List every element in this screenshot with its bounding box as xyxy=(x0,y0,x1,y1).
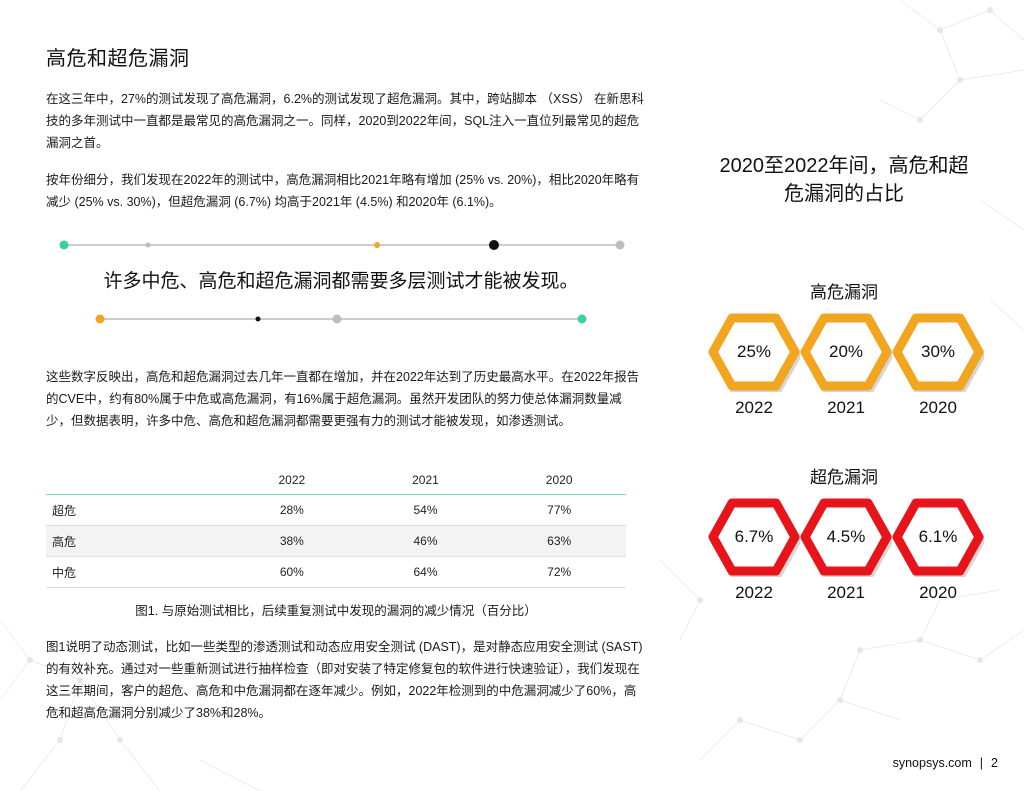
table-row: 高危 38% 46% 63% xyxy=(46,525,626,557)
high-hexagon-badge: 30% xyxy=(892,312,984,392)
critical-hexagon-badge: 4.5% xyxy=(800,497,892,577)
critical-severity-hexagons: 6.7% 2022 4.5% 2021 6.1% 2020 xyxy=(700,497,988,607)
table-cell: 46% xyxy=(413,534,438,548)
sidebar-title: 2020至2022年间，高危和超 危漏洞的占比 xyxy=(696,152,992,208)
page-footer: synopsys.com | 2 xyxy=(893,756,998,770)
high-hexagon-badge: 25% xyxy=(708,312,800,392)
high-severity-label: 高危漏洞 xyxy=(810,283,878,302)
table-cell: 54% xyxy=(413,503,438,517)
critical-hexagon-badge: 6.7% xyxy=(708,497,800,577)
hexagon-outline xyxy=(800,313,892,391)
hexagon-year-label: 2021 xyxy=(827,583,865,602)
table-header-cell xyxy=(46,466,225,495)
row-label: 高危 xyxy=(52,534,77,549)
sidebar-title-line: 危漏洞的占比 xyxy=(784,183,904,205)
page-number: 2 xyxy=(991,756,998,770)
hexagon-shape xyxy=(708,313,800,392)
high-severity-hexagons: 25% 2022 20% 2021 30% 2020 xyxy=(700,312,988,422)
table-cell: 28% xyxy=(279,503,304,517)
hexagon-shape xyxy=(800,313,892,392)
callout-divider-top xyxy=(59,240,625,250)
table-cell: 72% xyxy=(547,565,572,579)
hexagon-outline xyxy=(708,313,800,391)
hexagon-year-label: 2022 xyxy=(735,398,773,417)
yearly-breakdown-paragraph: 按年份细分，我们发现在2022年的测试中，高危漏洞相比2021年略有增加 (25… xyxy=(46,173,640,209)
row-label: 超危 xyxy=(52,503,77,518)
table-cell: 77% xyxy=(547,503,572,517)
intro-paragraph: 在这三年中，27%的测试发现了高危漏洞，6.2%的测试发现了超危漏洞。其中，跨站… xyxy=(46,92,644,150)
hexagon-year-label: 2021 xyxy=(827,398,865,417)
table-header-cell: 2021 xyxy=(412,473,439,487)
hexagon-value: 25% xyxy=(736,342,772,361)
table-cell: 60% xyxy=(279,565,304,579)
reduction-table: 2022 2021 2020 超危 28% 54% 77% 高危 38% 46%… xyxy=(46,466,626,588)
dynamic-testing-paragraph: 图1说明了动态测试，比如一些类型的渗透测试和动态应用安全测试 (DAST)，是对… xyxy=(46,640,643,720)
table-cell: 64% xyxy=(413,565,438,579)
high-hexagon-badge: 20% xyxy=(800,312,892,392)
footer-site-link[interactable]: synopsys.com xyxy=(892,756,972,770)
sidebar-title-line: 2020至2022年间，高危和超 xyxy=(719,155,969,177)
hexagon-value: 20% xyxy=(828,342,864,361)
hexagon-value: 6.7% xyxy=(734,527,774,546)
table-row: 超危 28% 54% 77% xyxy=(46,495,626,526)
hexagon-year-label: 2020 xyxy=(919,398,957,417)
table-cell: 38% xyxy=(279,534,304,548)
hexagon-shape xyxy=(892,498,984,577)
table-header-cell: 2022 xyxy=(278,473,306,487)
hexagon-outline xyxy=(892,313,984,391)
hexagon-year-label: 2020 xyxy=(919,583,957,602)
hexagon-value: 30% xyxy=(920,342,956,361)
hexagon-outline xyxy=(708,498,800,576)
table-cell: 63% xyxy=(547,534,572,548)
critical-severity-label: 超危漏洞 xyxy=(810,468,878,487)
table-row: 中危 60% 64% 72% xyxy=(46,557,626,588)
section-title: 高危和超危漏洞 xyxy=(46,48,190,70)
row-label: 中危 xyxy=(52,565,77,580)
hexagon-value: 6.1% xyxy=(918,527,958,546)
critical-hexagon-badge: 6.1% xyxy=(892,497,984,577)
hexagon-value: 4.5% xyxy=(826,527,866,546)
hexagon-outline xyxy=(800,498,892,576)
pull-quote: 许多中危、高危和超危漏洞都需要多层测试才能被发现。 xyxy=(103,271,579,292)
table-header-row: 2022 2021 2020 xyxy=(46,466,626,495)
table-header-cell: 2020 xyxy=(545,473,573,487)
hexagon-shape xyxy=(800,498,892,577)
hexagon-shape xyxy=(892,313,984,392)
hexagon-shape xyxy=(708,498,800,577)
analysis-paragraph: 这些数字反映出，高危和超危漏洞过去几年一直都在增加，并在2022年达到了历史最高… xyxy=(46,370,640,428)
hexagon-outline xyxy=(892,498,984,576)
footer-separator: | xyxy=(979,756,984,770)
callout-divider-bottom xyxy=(95,314,587,324)
hexagon-year-label: 2022 xyxy=(735,583,773,602)
figure-caption: 图1. 与原始测试相比，后续重复测试中发现的漏洞的减少情况（百分比） xyxy=(135,604,537,618)
